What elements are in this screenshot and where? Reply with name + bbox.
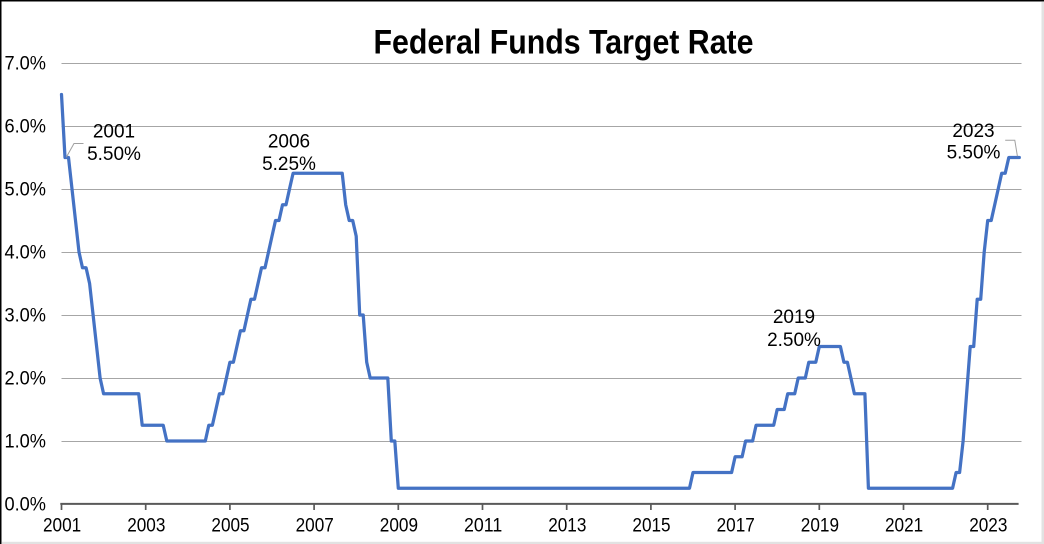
svg-text:4.0%: 4.0% [5,243,47,264]
svg-text:2023: 2023 [969,515,1007,536]
svg-text:2001: 2001 [93,122,135,143]
svg-text:Federal Funds Target Rate: Federal Funds Target Rate [374,24,754,62]
svg-text:2013: 2013 [548,515,586,536]
svg-text:1.0%: 1.0% [5,432,47,453]
svg-text:2007: 2007 [296,515,334,536]
svg-text:3.0%: 3.0% [5,306,47,327]
svg-text:0.0%: 0.0% [5,495,47,516]
svg-text:2001: 2001 [43,515,81,536]
svg-text:2.0%: 2.0% [5,369,47,390]
svg-text:2019: 2019 [801,515,839,536]
svg-text:2011: 2011 [464,515,502,536]
svg-text:5.25%: 5.25% [262,154,316,175]
svg-text:2006: 2006 [268,131,310,152]
svg-text:2.50%: 2.50% [767,330,821,351]
svg-text:2019: 2019 [773,307,815,328]
svg-text:2009: 2009 [380,515,418,536]
svg-text:6.0%: 6.0% [5,117,47,138]
svg-text:2003: 2003 [127,515,165,536]
svg-text:7.0%: 7.0% [5,54,47,75]
svg-text:2021: 2021 [885,515,923,536]
svg-text:2015: 2015 [632,515,670,536]
svg-text:2023: 2023 [952,121,994,142]
svg-text:2017: 2017 [717,515,755,536]
svg-text:2005: 2005 [211,515,249,536]
svg-text:5.50%: 5.50% [947,143,1001,164]
svg-text:5.50%: 5.50% [87,144,141,165]
svg-text:5.0%: 5.0% [5,180,47,201]
